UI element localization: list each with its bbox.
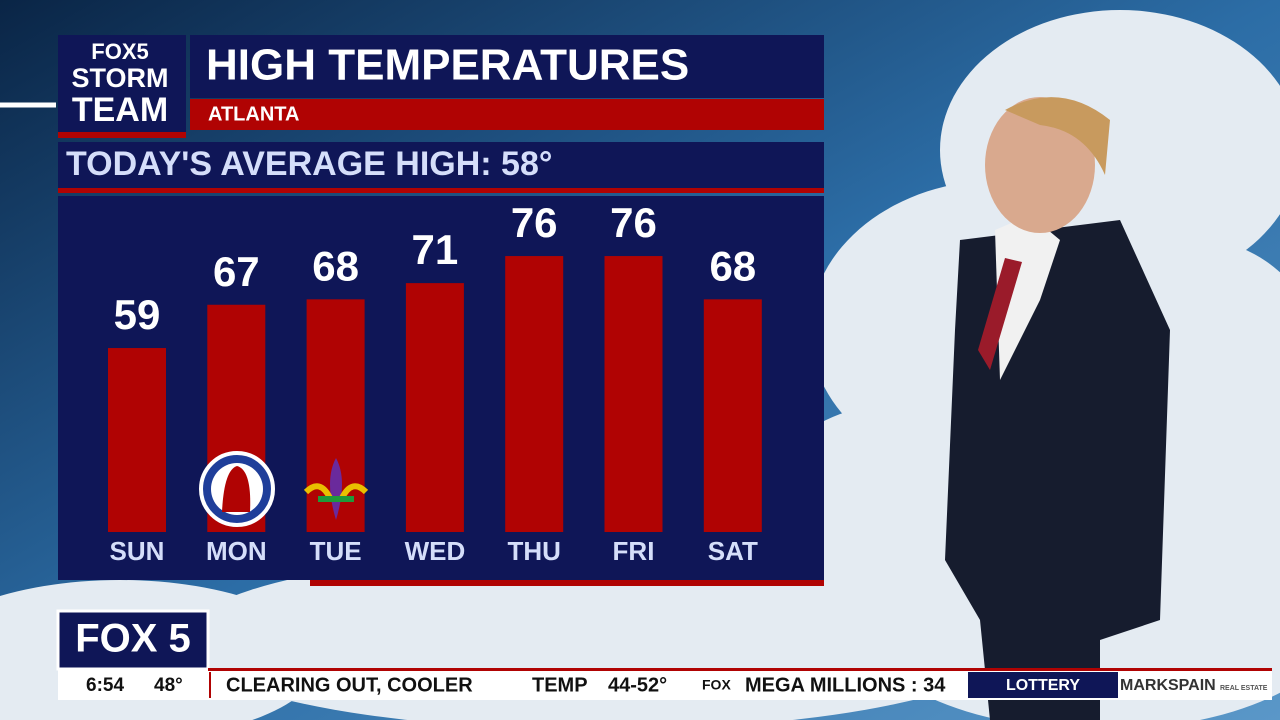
category-label: SUN bbox=[110, 536, 165, 566]
value-label: 76 bbox=[511, 199, 558, 246]
holiday-icons bbox=[199, 451, 369, 527]
bar bbox=[604, 256, 663, 532]
title-panel bbox=[190, 35, 824, 98]
category-label: THU bbox=[507, 536, 560, 566]
ticker-time: 6:54 bbox=[86, 675, 124, 696]
ticker-fox: FOX bbox=[702, 677, 731, 693]
logo-box bbox=[58, 35, 186, 135]
value-label: 76 bbox=[610, 199, 657, 246]
category-label: WED bbox=[405, 536, 466, 566]
ticker-range: 44-52° bbox=[608, 674, 667, 696]
bar bbox=[505, 256, 564, 532]
ticker-rule bbox=[208, 668, 1272, 671]
logo-underline bbox=[58, 132, 186, 138]
bar bbox=[405, 283, 464, 532]
ticker-label: TEMP bbox=[532, 674, 588, 696]
ticker-headline: CLEARING OUT, COOLER bbox=[226, 674, 473, 696]
annotation: TODAY'S AVERAGE HIGH: 58° bbox=[66, 145, 552, 183]
value-label: 67 bbox=[213, 248, 260, 295]
value-label: 59 bbox=[114, 291, 161, 338]
annotation-panel bbox=[58, 142, 824, 188]
chart-subtitle: ATLANTA bbox=[208, 103, 299, 125]
value-label: 68 bbox=[709, 242, 756, 289]
presenter bbox=[945, 97, 1170, 720]
bar bbox=[703, 299, 762, 532]
logo-text: TEAM bbox=[72, 91, 168, 129]
category-label: MON bbox=[206, 536, 267, 566]
bar bbox=[108, 348, 166, 532]
sponsor-sub: REAL ESTATE bbox=[1220, 685, 1268, 692]
logo-text: STORM bbox=[71, 63, 168, 93]
annotation-rule bbox=[58, 188, 824, 193]
value-label: 71 bbox=[412, 226, 459, 273]
category-label: FRI bbox=[613, 536, 655, 566]
category-label: TUE bbox=[310, 536, 362, 566]
station: FOX 5 bbox=[75, 617, 191, 661]
value-label: 68 bbox=[312, 242, 359, 289]
ticker-tag-text: LOTTERY bbox=[1006, 677, 1080, 694]
ticker-temp: 48° bbox=[154, 675, 183, 696]
logo-text: FOX5 bbox=[91, 39, 148, 64]
station-box bbox=[56, 609, 210, 671]
sponsor: MARKSPAIN bbox=[1120, 677, 1216, 694]
chart-rule bbox=[310, 580, 824, 586]
category-label: SAT bbox=[708, 536, 758, 566]
subtitle-panel bbox=[190, 99, 824, 130]
chart-title: HIGH TEMPERATURES bbox=[206, 41, 689, 90]
ticker-item: MEGA MILLIONS : 34 bbox=[745, 674, 946, 696]
ticker-tag bbox=[968, 672, 1118, 698]
